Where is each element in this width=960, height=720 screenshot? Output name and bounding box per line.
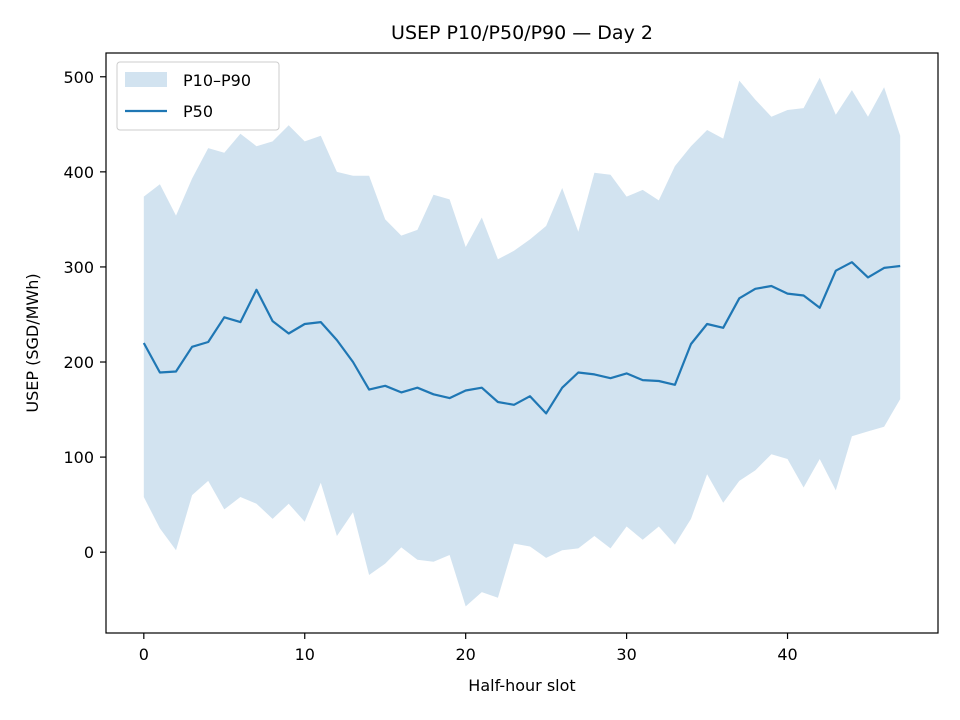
x-axis-label: Half-hour slot (468, 676, 575, 695)
x-tick-label: 20 (455, 645, 475, 664)
x-tick-label: 10 (295, 645, 315, 664)
p10-p90-band (143, 77, 901, 607)
y-tick-label: 500 (63, 68, 94, 87)
legend-p50-label: P50 (183, 102, 213, 121)
legend-band-swatch (125, 72, 167, 87)
chart-title: USEP P10/P50/P90 — Day 2 (391, 22, 653, 44)
plot-frame (105, 52, 939, 634)
p50-line (142, 261, 901, 415)
y-tick-label: 400 (63, 163, 94, 182)
band-layer (143, 77, 901, 607)
x-axis: 0 10 20 30 40 (139, 633, 798, 664)
x-tick-label: 30 (616, 645, 636, 664)
legend-band-label: P10–P90 (183, 71, 251, 90)
y-tick-label: 0 (84, 543, 94, 562)
y-tick-label: 100 (63, 448, 94, 467)
y-axis: 0 100 200 300 400 500 (63, 68, 106, 562)
x-tick-label: 0 (139, 645, 149, 664)
y-tick-label: 200 (63, 353, 94, 372)
x-tick-label: 40 (777, 645, 797, 664)
y-tick-label: 300 (63, 258, 94, 277)
y-axis-label: USEP (SGD/MWh) (23, 273, 42, 412)
line-layer (142, 261, 901, 415)
legend: P10–P90 P50 (116, 61, 280, 131)
